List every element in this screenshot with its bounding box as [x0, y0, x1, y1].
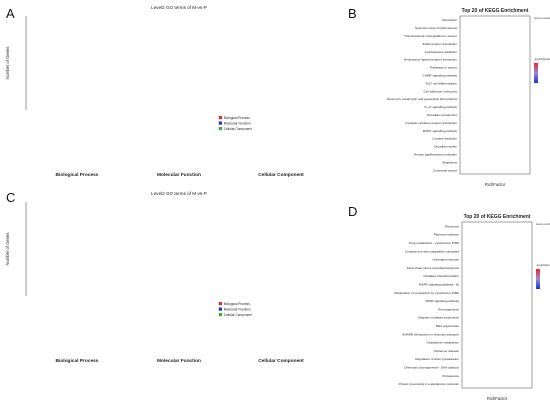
go-bar-chart-c: Level2 GO terms of M-vs-P Number of Genes… [5, 191, 304, 364]
pathway-label-12: RNA polymerase [436, 324, 459, 328]
plot-frame [459, 15, 531, 175]
pathway-label-14: Glutathione metabolism [426, 341, 459, 345]
bar-chart-title: Level2 GO terms of M-vs-P [151, 5, 207, 10]
pathway-label-17: Chemical carcinogenesis - DNA adducts [404, 365, 460, 369]
pathway-label-12: Circadian entrainment [427, 113, 457, 117]
pathway-label-5: Neuroactive ligand-receptor interaction [404, 58, 457, 62]
go-bar-chart-a: Level2 GO terms of M-vs-P Number of Genes… [5, 5, 304, 178]
kegg-bubble-chart-b: Top 20 of KEGG Enrichment Alcoholism Syste… [387, 8, 550, 187]
plot-frame [461, 221, 533, 389]
bar-chart-title: Level2 GO terms of M-vs-P [151, 191, 207, 196]
size-legend-title: Gene number [536, 222, 550, 226]
y-axis-label: Number of Genes [5, 46, 10, 79]
pathway-label-0: Ribosome [445, 224, 459, 228]
pathway-label-3: ECM-receptor interaction [423, 42, 458, 46]
pathway-label-16: Regulation of actin cytoskeleton [415, 357, 459, 361]
pathway-label-7: MAPK signaling pathway - fly [419, 282, 460, 286]
legend-swatch-1 [218, 121, 222, 125]
kegg-bubble-chart-d: Top 20 of KEGG Enrichment Ribosome Parkins… [394, 214, 550, 401]
legend-entry-2: Cellular Component [224, 313, 252, 317]
size-legend-title: Gene number [534, 16, 550, 20]
pathway-label-15: Alzheimer disease [434, 349, 460, 353]
group-label-0: Biological Process [56, 172, 99, 178]
pathway-label-8: Metabolism of xenobiotics by cytochrome … [394, 291, 459, 295]
group-label-0: Biological Process [56, 358, 99, 364]
pathway-label-3: Complement and coagulation cascades [405, 249, 460, 253]
group-label-2: Cellular Component [258, 358, 304, 364]
legend-swatch-2 [218, 313, 222, 317]
group-label-2: Cellular Component [258, 172, 304, 178]
x-axis-label: RichFactor [485, 182, 506, 187]
pathway-label-2: Transcriptional misregulation in cancer [404, 34, 457, 38]
legend-swatch-2 [218, 127, 222, 131]
pathway-label-8: Th17 cell differentiation [425, 81, 457, 85]
pathway-label-13: Cytokine-cytokine receptor interaction [405, 121, 457, 125]
color-legend-title: -log10(Qvalue) [536, 263, 550, 267]
pathway-label-18: Shigellosis [442, 160, 457, 164]
legend-entry-0: Biological Process [224, 302, 250, 306]
legend-swatch-1 [218, 307, 222, 311]
legend-swatch-0 [218, 302, 222, 306]
group-label-1: Molecular Function [157, 172, 201, 178]
pathway-label-4: Amphetamine addiction [425, 50, 458, 54]
panel-label-c: C [6, 190, 15, 205]
legend-entry-1: Molecular Function [224, 308, 251, 312]
group-label-1: Molecular Function [157, 358, 201, 364]
bubble-chart-title: Top 20 of KEGG Enrichment [462, 8, 529, 14]
pathway-label-17: Human papillomavirus infection [414, 152, 457, 156]
pathway-label-9: PPAR signaling pathway [425, 299, 459, 303]
pathway-label-11: IL-17 signaling pathway [424, 105, 457, 109]
pathway-label-6: Oxidative phosphorylation [423, 274, 459, 278]
pathway-label-14: MAPK signaling pathway [423, 129, 458, 133]
pathway-label-6: Pathways in cancer [430, 66, 457, 70]
legend-entry-0: Biological Process [224, 116, 250, 120]
bubble-chart-title: Top 20 of KEGG Enrichment [464, 214, 531, 220]
color-legend-title: -log10(Qvalue) [534, 57, 550, 61]
pathway-label-4: Huntington disease [433, 258, 460, 262]
pathway-label-11: Ubiquitin mediated proteolysis [418, 316, 460, 320]
pathway-label-1: Parkinson disease [434, 233, 460, 237]
legend-entry-1: Molecular Function [224, 122, 251, 126]
pathway-label-19: Colorectal cancer [433, 168, 457, 172]
pathway-label-2: Drug metabolism - cytochrome P450 [409, 241, 459, 245]
pathway-label-18: Proteasome [442, 374, 459, 378]
pathway-label-9: Cell adhesion molecules [423, 89, 457, 93]
pathway-label-10: Neomycin, kanamycin and gentamicin biosy… [387, 97, 457, 101]
panel-label-d: D [348, 204, 357, 219]
x-axis-label: RichFactor [487, 396, 508, 401]
pathway-label-13: SNARE interactions in vesicular transpor… [402, 332, 459, 336]
pathway-label-16: Circadian rhythm [434, 145, 458, 149]
pathway-label-15: Cocaine addiction [432, 137, 457, 141]
panel-label-a: A [6, 6, 15, 21]
panel-label-b: B [348, 6, 357, 21]
color-legend-bar [534, 63, 538, 83]
color-legend-bar [536, 269, 540, 289]
legend-swatch-0 [218, 116, 222, 120]
pathway-label-7: CAMP signaling pathway [423, 73, 458, 77]
pathway-label-5: Fluid shear stress and atherosclerosis [407, 266, 460, 270]
y-axis-label: Number of Genes [5, 232, 10, 265]
legend-entry-2: Cellular Component [224, 127, 252, 131]
pathway-label-0: Alcoholism [442, 18, 457, 22]
pathway-label-10: Thermogenesis [438, 307, 460, 311]
pathway-label-1: Systemic lupus erythematosus [415, 26, 457, 30]
pathway-label-19: Protein processing in endoplasmic reticu… [398, 382, 459, 386]
